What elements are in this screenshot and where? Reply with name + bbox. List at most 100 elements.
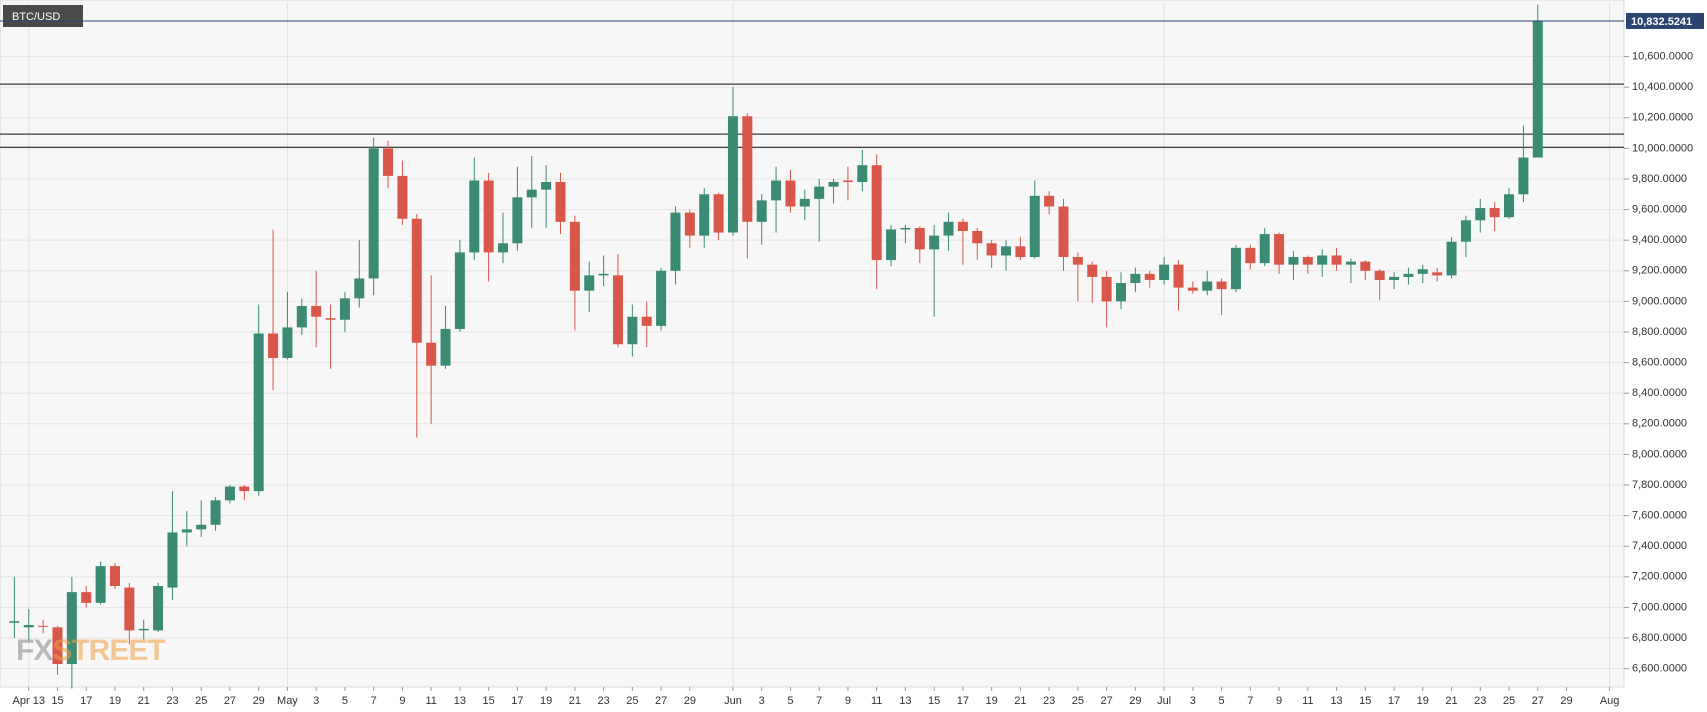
- y-tick-label: 6,600.0000: [1632, 663, 1687, 675]
- x-tick-label: 3: [313, 695, 319, 707]
- x-tick-label: 23: [1043, 695, 1055, 707]
- x-tick-label: 17: [1388, 695, 1400, 707]
- x-tick-label: 27: [1532, 695, 1544, 707]
- x-tick-label: 15: [483, 695, 495, 707]
- y-tick-label: 9,000.0000: [1632, 295, 1687, 307]
- symbol-box: [3, 5, 83, 27]
- candle-body: [742, 116, 753, 222]
- candle-body: [124, 587, 135, 631]
- candle-body: [1029, 195, 1040, 258]
- candle-body: [929, 235, 940, 250]
- x-tick-label: 25: [195, 695, 207, 707]
- last-price-box: [1626, 12, 1704, 29]
- candle-body: [52, 627, 63, 665]
- candle-body: [785, 180, 796, 207]
- y-tick-label: 8,600.0000: [1632, 357, 1687, 369]
- candle-body: [627, 316, 638, 345]
- x-tick-label: 29: [1129, 695, 1141, 707]
- x-tick-label: 5: [1219, 695, 1225, 707]
- candle-body: [498, 243, 509, 253]
- candle-body: [397, 175, 408, 219]
- candle-body: [196, 524, 207, 530]
- y-tick-label: 7,000.0000: [1632, 601, 1687, 613]
- candle-body: [239, 486, 250, 492]
- candle-body: [1259, 234, 1270, 264]
- candle-body: [138, 628, 149, 631]
- candle-body: [153, 586, 164, 631]
- candle-body: [814, 186, 825, 199]
- candle-body: [1446, 241, 1457, 276]
- candle-body: [569, 221, 580, 291]
- x-tick-label: 19: [109, 695, 121, 707]
- x-tick-label: 21: [1014, 695, 1026, 707]
- candle-body: [1345, 261, 1356, 265]
- x-tick-label: 13: [899, 695, 911, 707]
- candle-body: [1518, 157, 1529, 195]
- y-tick-label: 10,000.0000: [1632, 142, 1693, 154]
- candle-body: [541, 182, 552, 190]
- watermark-fx: FX: [16, 634, 53, 667]
- x-tick-label: 15: [51, 695, 63, 707]
- candle-body: [325, 318, 336, 320]
- candle-body: [1202, 281, 1213, 291]
- x-tick-label: 5: [787, 695, 793, 707]
- x-tick-label: Aug: [1600, 695, 1620, 707]
- candle-body: [713, 194, 724, 233]
- candle-body: [1230, 247, 1241, 290]
- grid: [0, 3, 1624, 687]
- x-tick-label: 25: [626, 695, 638, 707]
- x-tick-label: 7: [1247, 695, 1253, 707]
- candle-body: [699, 194, 710, 236]
- x-tick-label: 19: [540, 695, 552, 707]
- candle-body: [224, 486, 235, 501]
- candle-body: [1001, 246, 1012, 256]
- candle-body: [857, 165, 868, 183]
- candle-body: [799, 198, 810, 207]
- x-tick-label: Jun: [724, 695, 742, 707]
- candle-body: [612, 275, 623, 345]
- x-tick-label: 27: [224, 695, 236, 707]
- candle-body: [670, 212, 681, 271]
- candle-body: [526, 189, 537, 198]
- x-tick-label: 29: [684, 695, 696, 707]
- candle-body: [1144, 273, 1155, 280]
- x-tick-label: 21: [138, 695, 150, 707]
- x-tick-label: 15: [1359, 695, 1371, 707]
- x-tick-label: 27: [655, 695, 667, 707]
- y-tick-label: 9,400.0000: [1632, 234, 1687, 246]
- y-tick-label: 9,600.0000: [1632, 203, 1687, 215]
- candle-body: [383, 148, 394, 176]
- candle-body: [555, 182, 566, 222]
- candle-body: [1187, 287, 1198, 291]
- candle-body: [1460, 220, 1471, 242]
- x-tick-label: 9: [845, 695, 851, 707]
- candle-body: [483, 180, 494, 253]
- candle-body: [1288, 257, 1299, 265]
- candle-body: [914, 227, 925, 250]
- candle-body: [1173, 264, 1184, 288]
- candle-body: [1331, 255, 1342, 265]
- y-tick-label: 8,200.0000: [1632, 418, 1687, 430]
- x-tick-label: Apr 13: [13, 695, 45, 707]
- x-tick-label: 23: [1474, 695, 1486, 707]
- candle-body: [368, 148, 379, 279]
- candle-body: [1044, 195, 1055, 207]
- candle-body: [38, 625, 49, 627]
- x-tick-label: 17: [511, 695, 523, 707]
- candle-body: [81, 592, 92, 603]
- candle-body: [1374, 270, 1385, 280]
- y-tick-label: 7,200.0000: [1632, 571, 1687, 583]
- candles: [9, 4, 1543, 689]
- x-tick-label: 25: [1072, 695, 1084, 707]
- y-tick-label: 7,600.0000: [1632, 510, 1687, 522]
- x-tick-label: 3: [1190, 695, 1196, 707]
- x-tick-label: May: [277, 695, 298, 707]
- candle-body: [95, 566, 106, 603]
- candle-body: [1216, 281, 1227, 290]
- candle-body: [454, 252, 465, 329]
- candle-body: [957, 221, 968, 231]
- candle-body: [1489, 208, 1500, 218]
- y-tick-label: 7,800.0000: [1632, 479, 1687, 491]
- y-tick-label: 8,800.0000: [1632, 326, 1687, 338]
- candle-body: [684, 212, 695, 236]
